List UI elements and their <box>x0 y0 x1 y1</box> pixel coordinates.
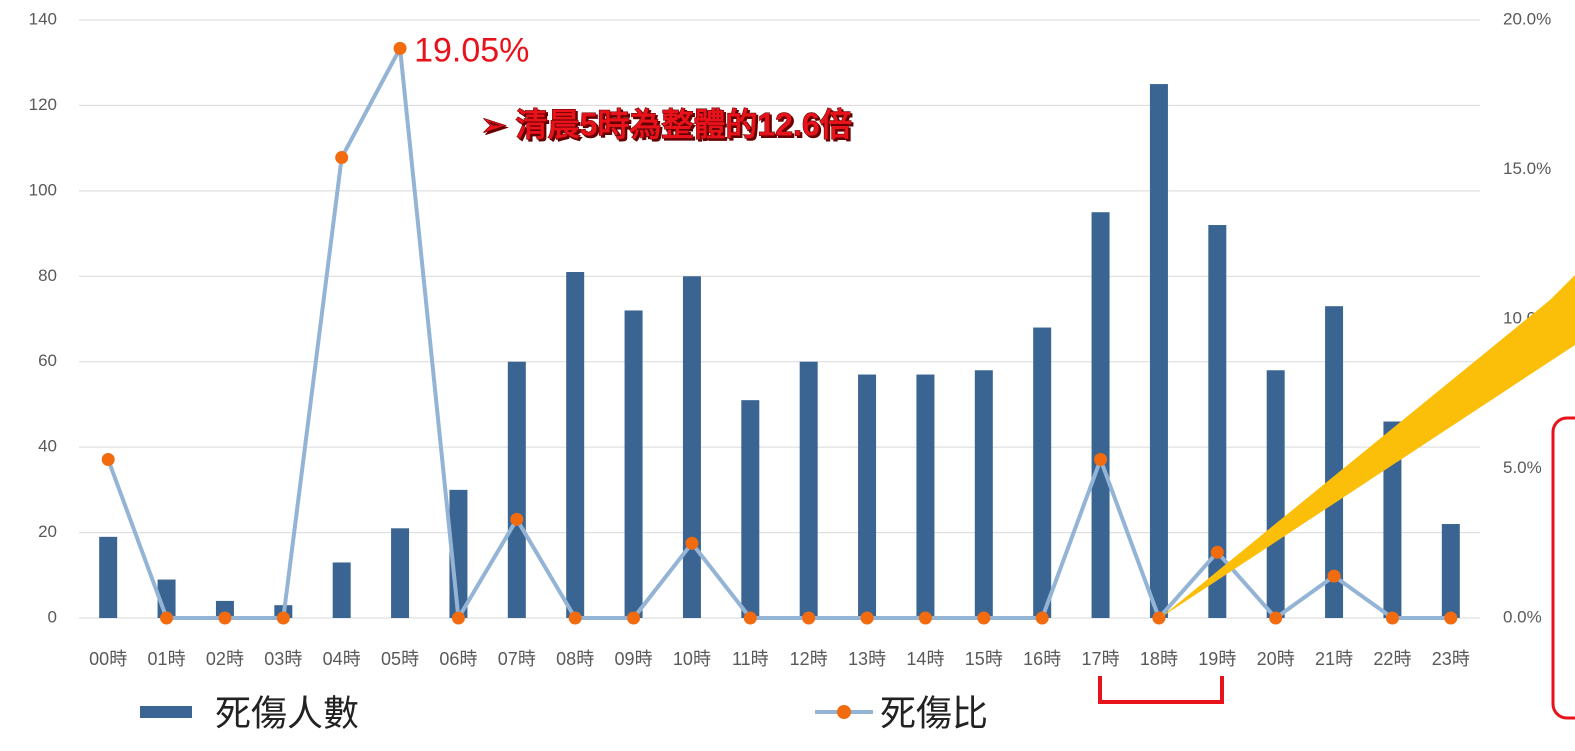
line-marker <box>743 611 757 625</box>
x-tick-label: 18時 <box>1140 649 1178 669</box>
x-tick-label: 23時 <box>1432 649 1470 669</box>
bar <box>1266 370 1285 618</box>
line-marker <box>276 611 290 625</box>
x-tick-label: 00時 <box>89 649 127 669</box>
bar <box>974 370 993 618</box>
line-marker <box>335 151 349 165</box>
bar <box>1033 327 1052 618</box>
bar <box>1383 421 1402 618</box>
bar <box>1208 225 1227 618</box>
line-marker <box>451 611 465 625</box>
line-marker <box>568 611 582 625</box>
line-marker <box>918 611 932 625</box>
line-marker <box>1269 611 1283 625</box>
y-tick-label: 40 <box>38 437 57 456</box>
y2-tick-label: 0.0% <box>1503 607 1542 626</box>
x-tick-label: 01時 <box>148 649 186 669</box>
y2-tick-label: 15.0% <box>1503 159 1551 178</box>
x-tick-label: 20時 <box>1257 649 1295 669</box>
x-tick-label: 14時 <box>906 649 944 669</box>
bar <box>916 374 935 618</box>
line-marker <box>627 611 641 625</box>
callout-box <box>1551 416 1575 720</box>
y2-tick-label: 20.0% <box>1503 9 1551 28</box>
annotation: ➢ 清晨5時為整體的12.6倍 <box>480 106 852 142</box>
y-tick-label: 120 <box>29 95 57 114</box>
line-marker <box>977 611 991 625</box>
line-marker <box>1152 611 1166 625</box>
x-tick-label: 11時 <box>732 649 769 669</box>
bar <box>1325 306 1344 618</box>
line-marker <box>1444 611 1458 625</box>
marks: 19.05% 死傷人數 死傷比 <box>99 31 1460 734</box>
line-marker <box>1327 569 1341 583</box>
x-tick-label: 02時 <box>206 649 244 669</box>
x-tick-label: 07時 <box>498 649 536 669</box>
legend-swatch <box>140 706 192 718</box>
y2-tick-label: 5.0% <box>1503 458 1542 477</box>
bar <box>332 562 351 618</box>
x-tick-label: 19時 <box>1198 649 1236 669</box>
bar <box>99 536 118 618</box>
line-marker <box>218 611 232 625</box>
x-tick-label: 22時 <box>1373 649 1411 669</box>
y-tick-label: 60 <box>38 351 57 370</box>
x-tick-label: 05時 <box>381 649 419 669</box>
x-tick-label: 06時 <box>439 649 477 669</box>
line-marker <box>685 536 699 550</box>
bar <box>507 361 526 618</box>
line-marker <box>510 512 524 526</box>
y-tick-label: 80 <box>38 266 57 285</box>
bar <box>799 361 818 618</box>
y-tick-label: 100 <box>29 180 57 199</box>
line-marker <box>860 611 874 625</box>
bar <box>741 400 760 618</box>
line <box>106 46 1451 620</box>
line-marker <box>1035 611 1049 625</box>
line-marker <box>1385 611 1399 625</box>
x-tick-label: 21時 <box>1315 649 1353 669</box>
highlight-bracket <box>1098 676 1224 704</box>
y-tick-label: 20 <box>38 522 57 541</box>
line-marker <box>1094 453 1108 467</box>
x-tick-label: 09時 <box>615 649 653 669</box>
legend-label: 死傷比 <box>880 693 988 734</box>
x-tick-label: 17時 <box>1082 649 1120 669</box>
line-marker <box>160 611 174 625</box>
bar <box>1441 524 1460 618</box>
x-tick-label: 12時 <box>790 649 828 669</box>
bar <box>566 272 585 618</box>
x-tick-label: 04時 <box>323 649 361 669</box>
line-marker <box>101 453 115 467</box>
line-marker <box>802 611 816 625</box>
data-label: 19.05% <box>414 31 529 69</box>
bar <box>624 310 643 618</box>
x-tick-label: 03時 <box>264 649 302 669</box>
line-marker <box>1210 545 1224 559</box>
bar <box>1149 84 1168 619</box>
bar <box>858 374 877 618</box>
x-tick-label: 13時 <box>848 649 886 669</box>
y-tick-label: 0 <box>48 607 57 626</box>
bar <box>1091 212 1110 618</box>
y-tick-label: 140 <box>29 9 57 28</box>
x-tick-label: 10時 <box>673 649 711 669</box>
legend-swatch-marker <box>837 705 851 719</box>
bar <box>391 528 410 618</box>
bar <box>682 276 701 618</box>
x-tick-label: 16時 <box>1023 649 1061 669</box>
x-tick-label: 15時 <box>965 649 1003 669</box>
legend-label: 死傷人數 <box>215 693 359 734</box>
line-marker <box>393 41 407 55</box>
x-tick-label: 08時 <box>556 649 594 669</box>
grid: 0204060801001201400.0%5.0%10.0%15.0%20.0… <box>29 9 1552 668</box>
